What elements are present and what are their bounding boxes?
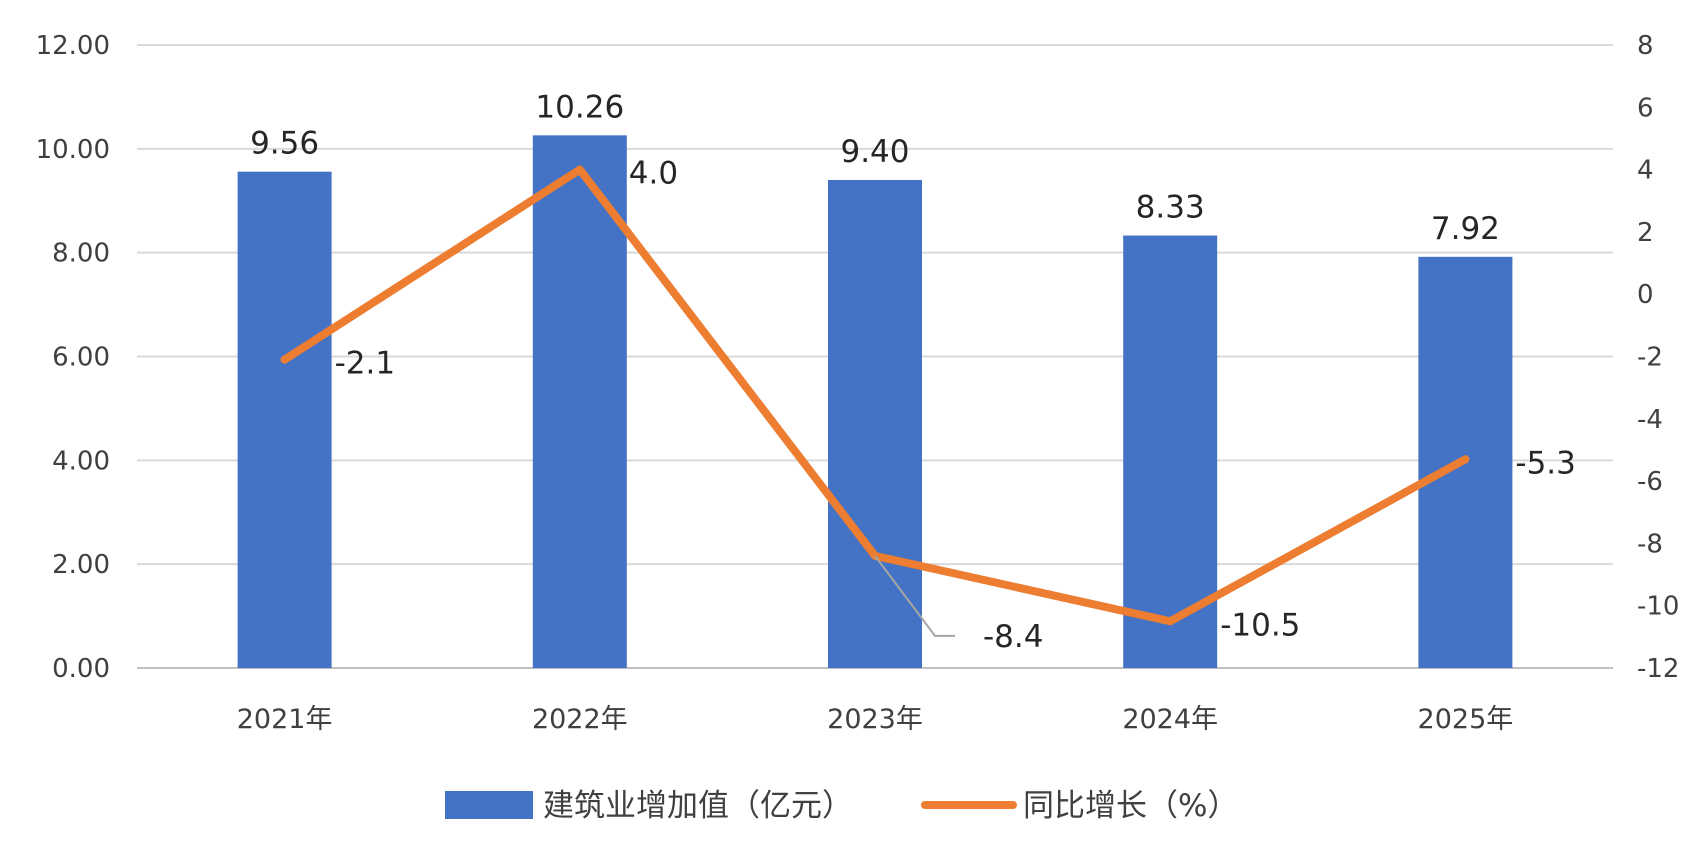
growth-point-0 <box>280 355 289 364</box>
right-axis-tick: -12 <box>1637 654 1679 684</box>
left-axis-tick: 0.00 <box>52 654 110 684</box>
legend-bar-label: 建筑业增加值（亿元） <box>543 788 853 824</box>
bar-data-label: 8.33 <box>1136 190 1205 226</box>
bar-2 <box>828 179 922 668</box>
legend-line-label: 同比增长（%） <box>1023 788 1238 824</box>
bar-data-label: 9.40 <box>840 134 909 170</box>
left-axis-tick: 8.00 <box>52 239 110 269</box>
line-data-label: -5.3 <box>1515 445 1576 481</box>
label-leader-line <box>874 555 955 637</box>
right-axis-tick: -8 <box>1637 529 1663 559</box>
x-axis-tick: 2023年 <box>827 704 923 735</box>
x-axis-tick: 2024年 <box>1122 704 1218 735</box>
line-data-label: 4.0 <box>629 156 678 192</box>
right-axis-tick: 6 <box>1637 93 1654 123</box>
bar-0 <box>237 171 332 668</box>
bar-data-label: 9.56 <box>250 126 319 162</box>
left-axis-tick: 2.00 <box>52 550 110 580</box>
growth-point-1 <box>575 165 584 174</box>
right-axis-tick: 4 <box>1637 156 1654 186</box>
left-axis-tick: 12.00 <box>36 31 110 61</box>
legend-bar-swatch <box>445 791 533 819</box>
line-data-label: -8.4 <box>983 619 1044 655</box>
growth-point-3 <box>1166 617 1175 626</box>
bar-1 <box>532 135 627 668</box>
right-axis-tick: -10 <box>1637 592 1679 622</box>
left-axis-tick: 4.00 <box>52 446 110 476</box>
line-data-label: -10.5 <box>1220 607 1300 643</box>
right-axis-tick: -6 <box>1637 467 1663 497</box>
left-axis-tick: 10.00 <box>36 135 110 165</box>
line-data-label: -2.1 <box>335 346 396 382</box>
x-axis-tick: 2025年 <box>1418 704 1514 735</box>
bar-3 <box>1123 235 1218 668</box>
x-axis-tick: 2022年 <box>532 704 628 735</box>
right-axis-tick: -2 <box>1637 343 1663 373</box>
right-axis-tick: 0 <box>1637 280 1654 310</box>
bar-data-label: 7.92 <box>1431 211 1500 247</box>
right-axis-tick: 8 <box>1637 31 1654 61</box>
right-axis-tick: -4 <box>1637 405 1663 435</box>
right-axis-tick: 2 <box>1637 218 1654 248</box>
growth-point-4 <box>1461 455 1470 464</box>
x-axis-tick: 2021年 <box>237 704 333 735</box>
left-axis-tick: 6.00 <box>52 343 110 373</box>
bar-data-label: 10.26 <box>535 89 624 125</box>
